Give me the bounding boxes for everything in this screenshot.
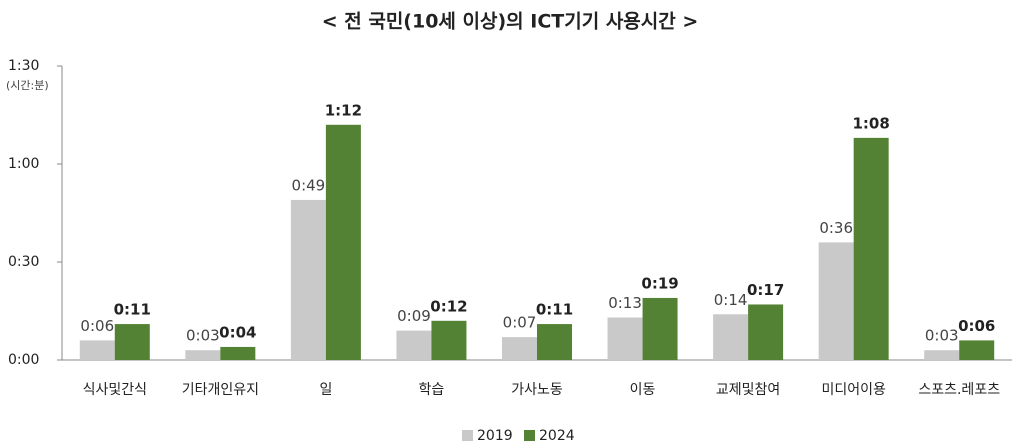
x-tick-label: 스포츠.레포츠 — [918, 382, 1000, 398]
y-tick-label: 0:00 — [8, 352, 39, 368]
bar — [713, 314, 749, 360]
x-tick-label: 식사및간식 — [83, 382, 147, 398]
bar — [642, 297, 678, 360]
value-label: 0:07 — [503, 314, 537, 332]
bar — [79, 340, 115, 360]
legend-label: 2024 — [539, 428, 575, 444]
bar — [748, 304, 784, 360]
bar — [396, 330, 432, 360]
value-label: 0:04 — [219, 323, 256, 341]
value-label: 0:11 — [536, 301, 573, 319]
bar — [185, 350, 221, 360]
bar — [325, 124, 361, 360]
value-label: 0:12 — [430, 297, 467, 315]
value-label: 0:19 — [641, 274, 678, 292]
bar — [290, 199, 326, 360]
bar — [959, 340, 995, 360]
bar — [114, 324, 150, 360]
value-label: 0:06 — [80, 317, 114, 335]
value-label: 0:03 — [186, 327, 220, 345]
x-tick-label: 이동 — [630, 382, 656, 398]
value-label: 0:11 — [114, 301, 151, 319]
bar — [220, 346, 256, 360]
bar — [431, 320, 467, 360]
value-label: 0:03 — [925, 327, 959, 345]
y-unit: (시간:분) — [6, 79, 49, 92]
y-tick-label: 1:30 — [8, 58, 39, 74]
value-label: 0:06 — [958, 317, 995, 335]
legend-swatch — [462, 430, 473, 441]
x-tick-label: 일 — [319, 382, 332, 398]
x-tick-label: 미디어이용 — [821, 382, 886, 398]
value-label: 0:13 — [608, 294, 642, 312]
y-tick-label: 1:00 — [8, 156, 39, 172]
bar — [502, 337, 537, 360]
legend-swatch — [524, 430, 535, 441]
value-label: 0:14 — [714, 291, 748, 309]
bar — [853, 137, 889, 360]
bar — [818, 242, 854, 360]
x-tick-label: 교제및참여 — [716, 382, 780, 398]
chart-title: < 전 국민(10세 이상)의 ICT기기 사용시간 > — [322, 11, 699, 33]
bar — [607, 317, 643, 360]
x-tick-label: 기타개인유지 — [182, 382, 259, 398]
x-tick-label: 학습 — [419, 382, 445, 398]
value-label: 0:36 — [819, 219, 853, 237]
y-tick-label: 0:30 — [8, 254, 39, 270]
value-label: 0:49 — [292, 176, 326, 194]
bar — [537, 324, 572, 360]
value-label: 1:08 — [853, 114, 890, 132]
legend-label: 2019 — [477, 428, 513, 444]
value-label: 1:12 — [325, 101, 362, 119]
value-label: 0:09 — [397, 307, 431, 325]
x-tick-label: 가사노동 — [511, 382, 563, 398]
bar — [924, 350, 960, 360]
value-label: 0:17 — [747, 281, 784, 299]
